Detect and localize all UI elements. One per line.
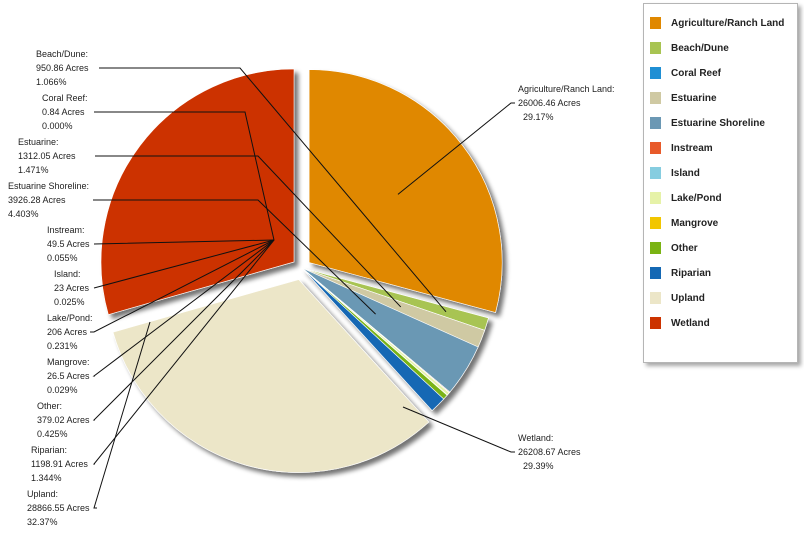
slice-label-name-estuarine-shoreline: Estuarine Shoreline:	[8, 181, 89, 191]
legend-swatch-mangrove	[650, 217, 661, 229]
slice-label-pct-wetland: 29.39%	[523, 461, 554, 471]
legend-item-mangrove[interactable]: Mangrove	[650, 215, 718, 231]
legend-label-lake-pond: Lake/Pond	[671, 192, 722, 204]
slice-label-pct-estuarine-shoreline: 4.403%	[8, 209, 39, 219]
legend-swatch-other	[650, 242, 661, 254]
leader-line-island	[93, 239, 275, 289]
slice-label-name-agriculture-ranch-land: Agriculture/Ranch Land:	[518, 84, 615, 94]
slice-label-name-instream: Instream:	[47, 225, 85, 235]
legend: Agriculture/Ranch Land Beach/Dune Coral Re…	[643, 3, 798, 363]
leader-line-other	[92, 239, 275, 421]
legend-item-lake-pond[interactable]: Lake/Pond	[650, 190, 722, 206]
slice-label-pct-coral-reef: 0.000%	[42, 121, 73, 131]
leader-line-beach-dune	[99, 67, 447, 313]
leader-line-mangrove	[92, 239, 275, 377]
legend-item-riparian[interactable]: Riparian	[650, 265, 711, 281]
legend-item-estuarine-shoreline[interactable]: Estuarine Shoreline	[650, 115, 765, 131]
slice-label-name-coral-reef: Coral Reef:	[42, 93, 88, 103]
pie-slice-wetland[interactable]	[100, 68, 295, 315]
slice-label-pct-beach-dune: 1.066%	[36, 77, 67, 87]
slice-label-pct-island: 0.025%	[54, 297, 85, 307]
slice-label-acres-estuarine: 1312.05 Acres	[18, 151, 76, 161]
slice-label-acres-lake-pond: 206 Acres	[47, 327, 88, 337]
slice-label-acres-mangrove: 26.5 Acres	[47, 371, 90, 381]
legend-item-coral-reef[interactable]: Coral Reef	[650, 65, 721, 81]
legend-item-wetland[interactable]: Wetland	[650, 315, 710, 331]
legend-label-island: Island	[671, 167, 700, 179]
legend-swatch-island	[650, 167, 661, 179]
slice-label-pct-instream: 0.055%	[47, 253, 78, 263]
leader-lines	[90, 67, 515, 509]
pie-chart: Agriculture/Ranch Land: 26006.46 Acres 29.…	[8, 49, 615, 527]
pie-slices	[100, 68, 503, 473]
slice-label-pct-riparian: 1.344%	[31, 473, 62, 483]
slice-label-acres-beach-dune: 950.86 Acres	[36, 63, 89, 73]
slice-label-acres-riparian: 1198.91 Acres	[31, 459, 88, 469]
legend-item-instream[interactable]: Instream	[650, 140, 713, 156]
slice-label-name-beach-dune: Beach/Dune:	[36, 49, 88, 59]
legend-swatch-estuarine-shoreline	[650, 117, 661, 129]
slice-label-pct-mangrove: 0.029%	[47, 385, 78, 395]
slice-label-acres-island: 23 Acres	[54, 283, 90, 293]
legend-swatch-instream	[650, 142, 661, 154]
leader-line-lake-pond	[90, 239, 275, 333]
pie-slice-riparian[interactable]	[301, 267, 445, 411]
pie-slice-agriculture-ranch-land[interactable]	[308, 69, 503, 313]
legend-swatch-lake-pond	[650, 192, 661, 204]
legend-item-island[interactable]: Island	[650, 165, 700, 181]
slice-label-acres-upland: 28866.55 Acres	[27, 503, 90, 513]
legend-swatch-agriculture-ranch-land	[650, 17, 661, 29]
legend-item-upland[interactable]: Upland	[650, 290, 705, 306]
slice-labels: Agriculture/Ranch Land: 26006.46 Acres 29.…	[8, 49, 615, 527]
leader-line-upland	[93, 321, 151, 509]
slice-label-name-estuarine: Estuarine:	[18, 137, 59, 147]
legend-label-agriculture-ranch-land: Agriculture/Ranch Land	[671, 17, 785, 29]
leader-line-wetland	[402, 406, 515, 453]
leader-line-coral-reef	[94, 111, 275, 241]
legend-swatch-wetland	[650, 317, 661, 329]
legend-label-riparian: Riparian	[671, 267, 712, 279]
slice-label-acres-coral-reef: 0.84 Acres	[42, 107, 85, 117]
slice-label-name-other: Other:	[37, 401, 62, 411]
leader-line-estuarine-shoreline	[93, 199, 376, 315]
legend-label-wetland: Wetland	[671, 317, 710, 329]
leader-line-estuarine	[95, 155, 402, 308]
legend-swatch-beach-dune	[650, 42, 661, 54]
slice-label-pct-agriculture-ranch-land: 29.17%	[523, 112, 554, 122]
slice-label-acres-agriculture-ranch-land: 26006.46 Acres	[518, 98, 581, 108]
legend-swatch-upland	[650, 292, 661, 304]
slice-label-name-upland: Upland:	[27, 489, 58, 499]
leader-line-agriculture-ranch-land	[397, 102, 515, 195]
legend-label-estuarine: Estuarine	[671, 92, 717, 104]
legend-label-estuarine-shoreline: Estuarine Shoreline	[671, 117, 765, 129]
legend-label-instream: Instream	[671, 142, 713, 154]
slice-label-pct-upland: 32.37%	[27, 517, 58, 527]
legend-label-mangrove: Mangrove	[671, 217, 719, 229]
slice-label-acres-estuarine-shoreline: 3926.28 Acres	[8, 195, 66, 205]
legend-swatch-estuarine	[650, 92, 661, 104]
slice-label-pct-estuarine: 1.471%	[18, 165, 49, 175]
legend-swatch-coral-reef	[650, 67, 661, 79]
legend-label-other: Other	[671, 242, 698, 254]
legend-item-estuarine[interactable]: Estuarine	[650, 90, 717, 106]
slice-label-name-mangrove: Mangrove:	[47, 357, 90, 367]
leader-line-riparian	[92, 239, 275, 465]
slice-label-acres-wetland: 26208.67 Acres	[518, 447, 581, 457]
legend-swatch-riparian	[650, 267, 661, 279]
slice-label-acres-instream: 49.5 Acres	[47, 239, 90, 249]
slice-label-name-lake-pond: Lake/Pond:	[47, 313, 93, 323]
slice-label-name-island: Island:	[54, 269, 81, 279]
slice-label-name-riparian: Riparian:	[31, 445, 67, 455]
slice-label-acres-other: 379.02 Acres	[37, 415, 90, 425]
slice-label-pct-lake-pond: 0.231%	[47, 341, 78, 351]
legend-label-beach-dune: Beach/Dune	[671, 42, 729, 54]
slice-label-pct-other: 0.425%	[37, 429, 68, 439]
legend-item-other[interactable]: Other	[650, 240, 698, 256]
legend-label-upland: Upland	[671, 292, 705, 304]
legend-item-agriculture-ranch-land[interactable]: Agriculture/Ranch Land	[650, 15, 784, 31]
legend-item-beach-dune[interactable]: Beach/Dune	[650, 40, 729, 56]
slice-label-name-wetland: Wetland:	[518, 433, 553, 443]
leader-line-instream	[93, 239, 275, 245]
legend-label-coral-reef: Coral Reef	[671, 67, 722, 79]
